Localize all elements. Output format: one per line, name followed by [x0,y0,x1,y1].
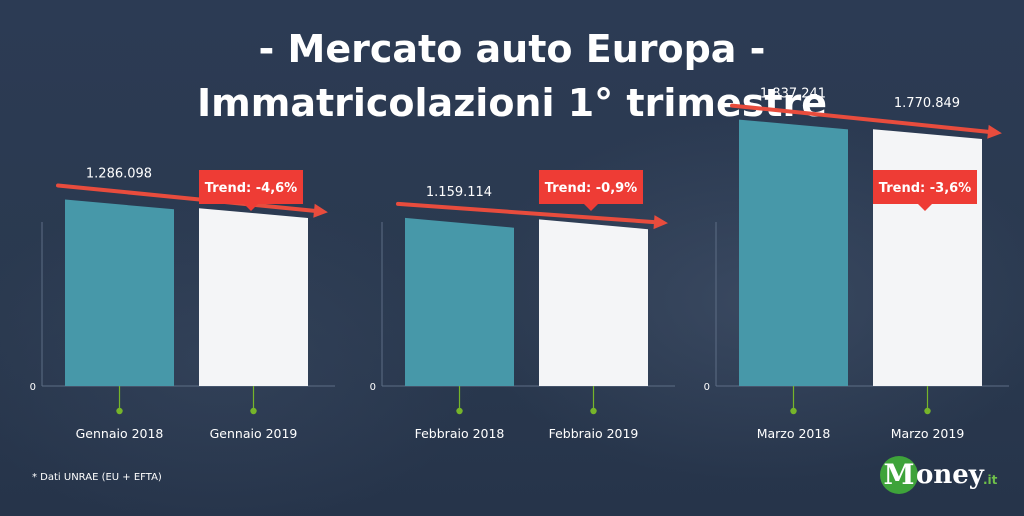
title-line-2: Immatricolazioni 1° trimestre [196,81,828,125]
trend-arrow-head [987,124,1002,139]
marker-dot [790,407,797,415]
trend-arrow-line [56,183,318,213]
footnote: * Dati UNRAE (EU + EFTA) [32,472,162,483]
marker-dot [456,407,463,415]
x-tick-label: Marzo 2018 [757,426,831,441]
data-label: 1.837.241 [760,87,826,102]
logo-tld: .it [983,473,998,487]
page-title: - Mercato auto Europa - Immatricolazioni… [0,22,1024,130]
data-label: 1.770.849 [894,96,960,111]
data-label: 1.286.098 [86,167,152,182]
marker-dot [250,407,257,415]
bar [873,129,982,386]
chart-marzo: 0 1.837.241 Marzo 2018 1.770.849 Marzo 2019 T… [704,87,1009,441]
x-tick-label: Gennaio 2019 [210,426,298,441]
trend-arrow-head [313,203,328,218]
x-tick-label: Gennaio 2018 [76,426,164,441]
data-label: 1.159.114 [426,185,492,200]
trend-badge [873,170,977,204]
bar [65,199,174,386]
y-tick-label: 0 [30,382,36,393]
trend-badge-pointer [244,204,258,211]
y-tick-label: 0 [370,382,376,393]
marker-dot [924,407,931,415]
x-tick-label: Marzo 2019 [891,426,965,441]
x-tick-label: Febbraio 2019 [549,426,639,441]
bar [539,219,648,386]
y-tick-label: 0 [704,382,710,393]
money-logo: M oney .it [880,456,1010,496]
trend-badge-pointer [918,204,932,211]
logo-initial: M [880,456,918,494]
x-tick-label: Febbraio 2018 [415,426,505,441]
logo-text: oney [916,460,984,490]
trend-arrow-head [653,215,668,230]
trend-badge [199,170,303,204]
trend-label: Trend: -3,6% [879,181,971,196]
trend-badge-pointer [584,204,598,211]
trend-label: Trend: -0,9% [545,181,637,196]
bar [405,217,514,386]
bar [739,119,848,386]
bar [199,208,308,386]
trend-arrow-line [730,103,992,134]
trend-label: Trend: -4,6% [205,181,297,196]
trend-arrow-line [396,201,658,225]
trend-badge [539,170,643,204]
title-line-1: - Mercato auto Europa - [258,27,766,71]
marker-dot [590,407,597,415]
marker-dot [116,407,123,415]
